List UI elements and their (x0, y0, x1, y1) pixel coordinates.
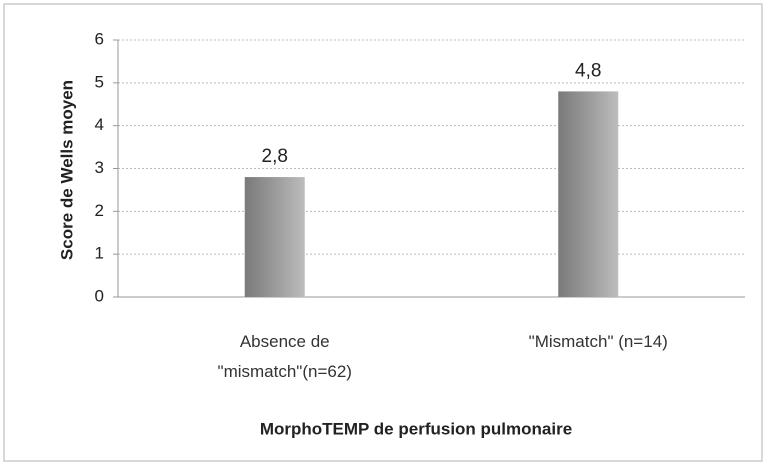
y-tick-label: 6 (95, 29, 104, 48)
y-axis-title: Score de Wells moyen (57, 80, 76, 260)
y-tick-label: 3 (95, 158, 104, 177)
bar (558, 91, 619, 298)
x-axis-title: MorphoTEMP de perfusion pulmonaire (260, 419, 572, 438)
y-tick-label: 4 (95, 115, 104, 134)
y-tick-label: 2 (95, 201, 104, 220)
data-label: 2,8 (262, 146, 288, 167)
chart-border (3, 3, 763, 462)
x-tick-label: Absence de "mismatch"(n=62) (217, 332, 352, 381)
y-tick-label: 5 (95, 72, 104, 91)
data-label: 4,8 (575, 60, 601, 81)
x-tick-label: "Mismatch" (n=14) (528, 332, 668, 351)
bar (244, 177, 305, 297)
y-tick-label: 0 (95, 286, 104, 305)
y-tick-label: 1 (95, 244, 104, 263)
